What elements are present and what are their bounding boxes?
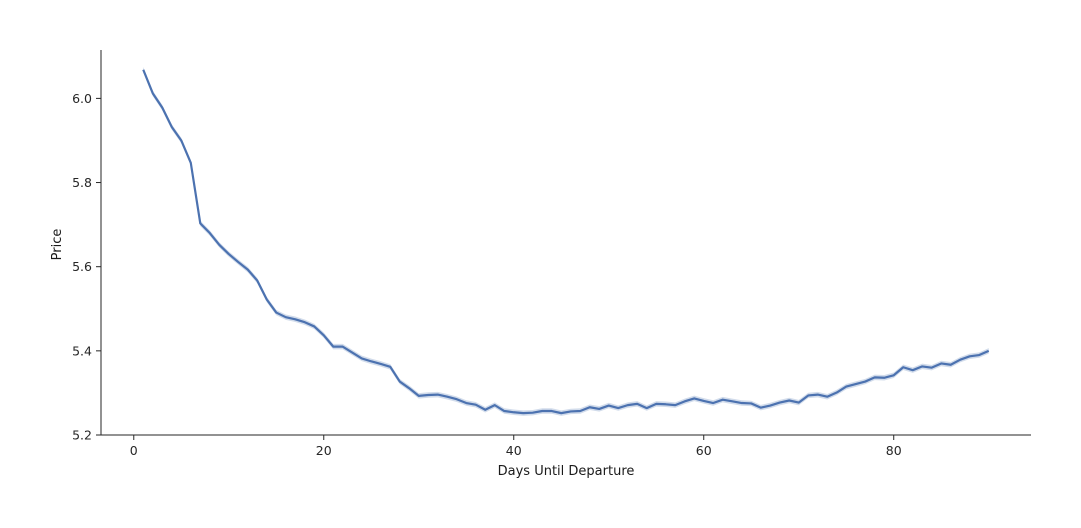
y-axis-ticks: 5.2 5.4 5.6 5.8 6.0 (72, 91, 101, 443)
price-series-line (142, 69, 990, 415)
axes (100, 50, 1031, 436)
y-tick-label: 5.2 (72, 428, 92, 443)
x-axis-label: Days Until Departure (498, 464, 635, 479)
y-tick-label: 5.8 (72, 175, 92, 190)
x-tick-label: 60 (696, 443, 712, 458)
y-tick-label: 5.4 (72, 343, 92, 358)
plot-area (142, 67, 990, 416)
confidence-band (143, 67, 989, 416)
y-axis-label: Price (50, 229, 65, 261)
y-tick-label: 5.6 (72, 259, 92, 274)
x-tick-label: 80 (886, 443, 902, 458)
x-tick-label: 20 (316, 443, 332, 458)
x-axis-ticks: 0 20 40 60 80 (130, 435, 902, 458)
x-tick-label: 0 (130, 443, 138, 458)
x-tick-label: 40 (506, 443, 522, 458)
y-tick-label: 6.0 (72, 91, 92, 106)
